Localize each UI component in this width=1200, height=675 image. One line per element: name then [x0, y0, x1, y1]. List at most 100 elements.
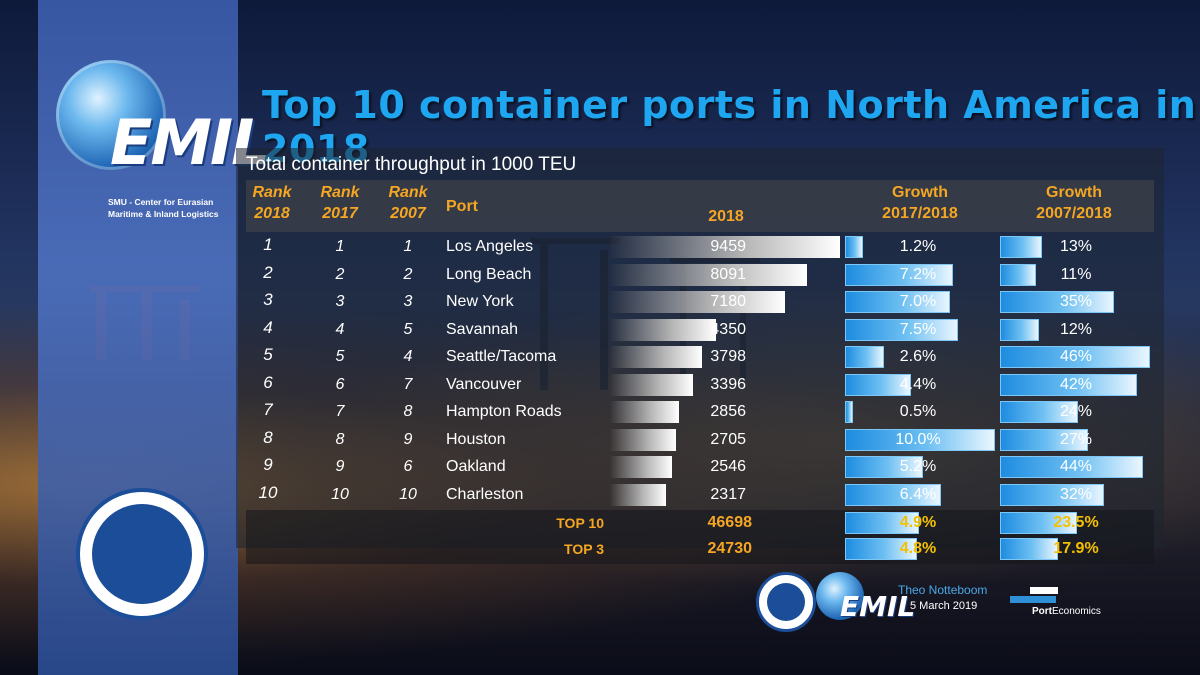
total-value: 46698: [707, 514, 753, 531]
growth-2007-2018-value: 32%: [1059, 485, 1093, 503]
footer-university-seal-icon: [756, 572, 816, 632]
port-name-cell: Los Angeles: [446, 238, 534, 255]
throughput-value: 7180: [710, 293, 746, 310]
throughput-bar: [610, 456, 672, 478]
chart-subtitle: Total container throughput in 1000 TEU: [246, 154, 577, 175]
port-name-cell: Seattle/Tacoma: [446, 348, 557, 365]
throughput-bar: [610, 318, 716, 341]
throughput-bar: [610, 291, 785, 313]
port-name-cell: Charleston: [446, 485, 524, 503]
growth-2017-2018-value: 7.2%: [899, 265, 937, 283]
total-growth-2007-2018-bar: [1000, 538, 1059, 560]
growth-2017-2018-value: 7.5%: [899, 320, 937, 338]
growth-2007-2018-bar: [1000, 401, 1079, 423]
port-name-cell: Oakland: [446, 458, 506, 475]
logo-subtitle: SMU - Center for Eurasian Maritime & Inl…: [108, 197, 219, 219]
rank-2007-cell: 7: [403, 375, 413, 393]
growth-2007-2018-value: 42%: [1059, 375, 1093, 393]
throughput-bar: [610, 263, 807, 286]
throughput-bar: [610, 483, 667, 506]
port-economics-brand: PortEconomics: [1032, 606, 1101, 617]
throughput-value: 2705: [710, 430, 746, 448]
header-port: Port: [446, 198, 478, 215]
rank-2007-cell: 5: [403, 320, 413, 338]
port-name-cell: Savannah: [446, 320, 519, 338]
growth-2007-2018-bar: [1000, 263, 1036, 286]
growth-2007-2018-value: 27%: [1059, 430, 1093, 448]
rank-2017-cell: 10: [331, 485, 349, 503]
total-growth-2017-2018-bar: [845, 512, 919, 534]
total-growth-2007-2018-value: 23.5%: [1053, 514, 1099, 531]
throughput-value: 9459: [710, 238, 746, 255]
growth-2007-2018-bar: [1000, 373, 1137, 396]
header-rank-2017: Rank 2017: [320, 184, 360, 222]
rank-2017-cell: 7: [335, 403, 345, 420]
growth-2017-2018-bar: [845, 236, 863, 258]
growth-2007-2018-bar: [1000, 346, 1150, 368]
rank-2018-cell: 1: [263, 235, 273, 254]
seal-year: 1909: [129, 585, 155, 597]
growth-2017-2018-bar: [845, 456, 923, 478]
growth-2017-2018-bar: [845, 291, 950, 313]
throughput-value: 3798: [710, 348, 746, 365]
footer-emil-logo-mark: EMIL: [840, 590, 916, 623]
rank-2018-cell: 2: [263, 262, 273, 282]
rank-2018-cell: 5: [263, 345, 273, 364]
rank-2007-cell: 4: [403, 348, 413, 365]
growth-2007-2018-value: 44%: [1059, 458, 1093, 475]
rank-2017-cell: 5: [335, 348, 345, 365]
rank-2007-cell: 10: [399, 485, 417, 503]
header-rank-2018: Rank 2018: [252, 184, 292, 222]
throughput-bar: [610, 428, 676, 451]
rank-2018-cell: 3: [263, 290, 273, 309]
author-name: Theo Notteboom: [898, 583, 988, 597]
growth-2017-2018-bar: [845, 373, 911, 396]
growth-2017-2018-value: 1.2%: [899, 238, 937, 255]
growth-2007-2018-bar: [1000, 456, 1144, 478]
growth-2017-2018-bar: [845, 263, 953, 286]
rank-2007-cell: 9: [403, 430, 413, 448]
rank-2007-cell: 6: [403, 458, 413, 475]
port-economics-logo-bar: [1010, 596, 1056, 603]
total-growth-2007-2018-bar: [1000, 512, 1077, 534]
rank-2018-cell: 6: [263, 372, 273, 392]
rank-2018-cell: 4: [263, 317, 273, 337]
growth-2017-2018-value: 7.0%: [899, 293, 937, 310]
throughput-value: 2856: [710, 403, 746, 420]
rank-2017-cell: 6: [335, 375, 345, 393]
growth-2017-2018-bar: [845, 428, 995, 451]
growth-2007-2018-bar: [1000, 318, 1040, 341]
growth-2007-2018-value: 13%: [1059, 238, 1093, 255]
total-label: TOP 3: [564, 541, 604, 557]
total-growth-2017-2018-value: 4.8%: [899, 540, 937, 557]
growth-2017-2018-value: 6.4%: [899, 485, 937, 503]
growth-2017-2018-value: 10.0%: [895, 430, 941, 448]
growth-2017-2018-bar: [845, 483, 941, 506]
throughput-value: 3396: [710, 375, 746, 393]
growth-2007-2018-bar: [1000, 428, 1089, 451]
presentation-date: 5 March 2019: [910, 600, 978, 612]
growth-2007-2018-bar: [1000, 236, 1043, 258]
throughput-value: 2317: [710, 485, 746, 503]
throughput-bar: [610, 346, 703, 368]
header-growth-2017-2018: Growth 2017/2018: [882, 184, 958, 222]
port-name-cell: Long Beach: [446, 265, 532, 283]
growth-2017-2018-bar: [845, 318, 958, 341]
throughput-bar: [610, 401, 680, 423]
total-label: TOP 10: [556, 515, 604, 531]
throughput-value: 2546: [710, 458, 746, 475]
header-band: [246, 180, 1154, 232]
university-seal: 1909: [76, 488, 208, 620]
growth-2007-2018-value: 11%: [1060, 265, 1092, 283]
rank-2007-cell: 1: [403, 238, 413, 255]
footer-globe-icon: [816, 572, 864, 620]
port-economics-logo-bar-white: [1030, 587, 1058, 594]
globe-logo-icon: [56, 60, 166, 170]
rank-2007-cell: 3: [403, 293, 413, 310]
throughput-value: 8091: [710, 265, 746, 283]
throughput-bar: [610, 373, 693, 396]
growth-2017-2018-bar: [845, 346, 884, 368]
growth-2017-2018-bar: [845, 401, 853, 423]
total-growth-2007-2018-value: 17.9%: [1053, 540, 1099, 557]
total-growth-2017-2018-value: 4.9%: [899, 514, 937, 531]
